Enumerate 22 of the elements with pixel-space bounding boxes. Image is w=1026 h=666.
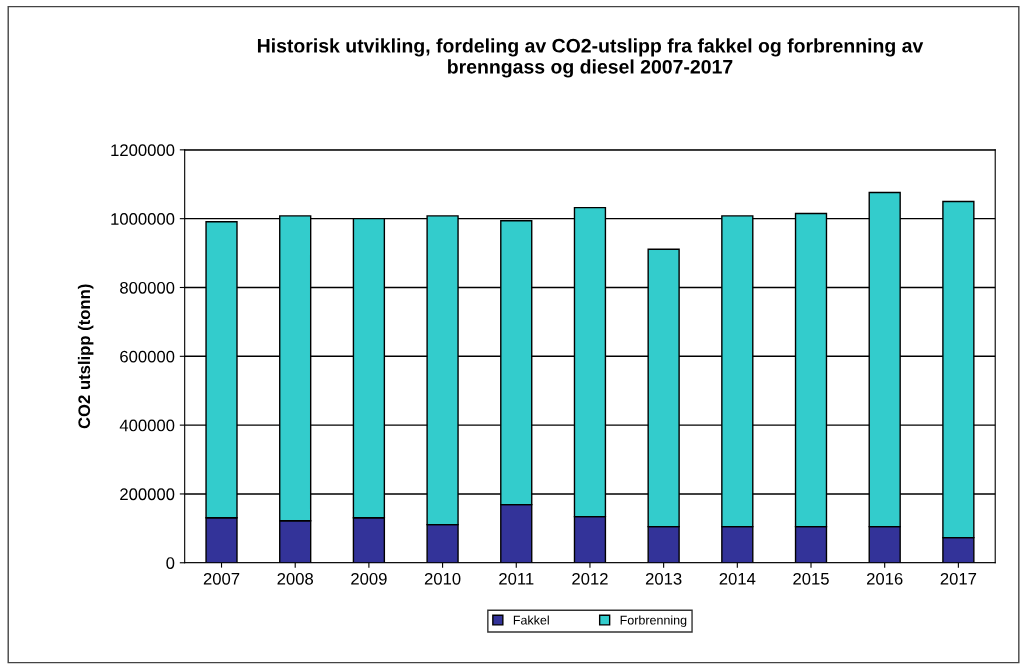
x-tick-label: 2007 xyxy=(203,572,240,585)
legend-label: Forbrenning xyxy=(620,615,687,628)
x-tick-label: 2011 xyxy=(499,572,534,585)
x-tick-label: 2012 xyxy=(572,572,608,585)
x-tick-label: 2015 xyxy=(793,572,829,585)
x-tick-label: 2009 xyxy=(351,572,387,585)
y-tick-label: 1200000 xyxy=(111,144,175,157)
x-tick-label: 2010 xyxy=(424,572,461,585)
y-tick-label: 0 xyxy=(166,557,175,569)
chart-title: Historisk utvikling, fordeling av CO2-utslipp fra fakkel og forbrenning av brenngass og diesel 2007-2017 xyxy=(257,38,924,78)
y-tick-label: 200000 xyxy=(120,488,175,501)
y-tick-label: 1000000 xyxy=(111,213,175,225)
x-tick-label: 2017 xyxy=(940,572,977,585)
y-tick-label: 400000 xyxy=(119,419,175,432)
x-tick-label: 2013 xyxy=(645,572,682,585)
x-tick-label: 2014 xyxy=(719,572,756,585)
y-tick-label: 800000 xyxy=(120,281,175,294)
legend-label: Fakkel xyxy=(513,615,549,625)
y-axis-title: CO2 utslipp (tonn) xyxy=(77,284,94,429)
x-tick-label: 2016 xyxy=(866,572,903,585)
y-tick-label: 600000 xyxy=(120,350,175,363)
x-tick-label: 2008 xyxy=(277,572,314,585)
